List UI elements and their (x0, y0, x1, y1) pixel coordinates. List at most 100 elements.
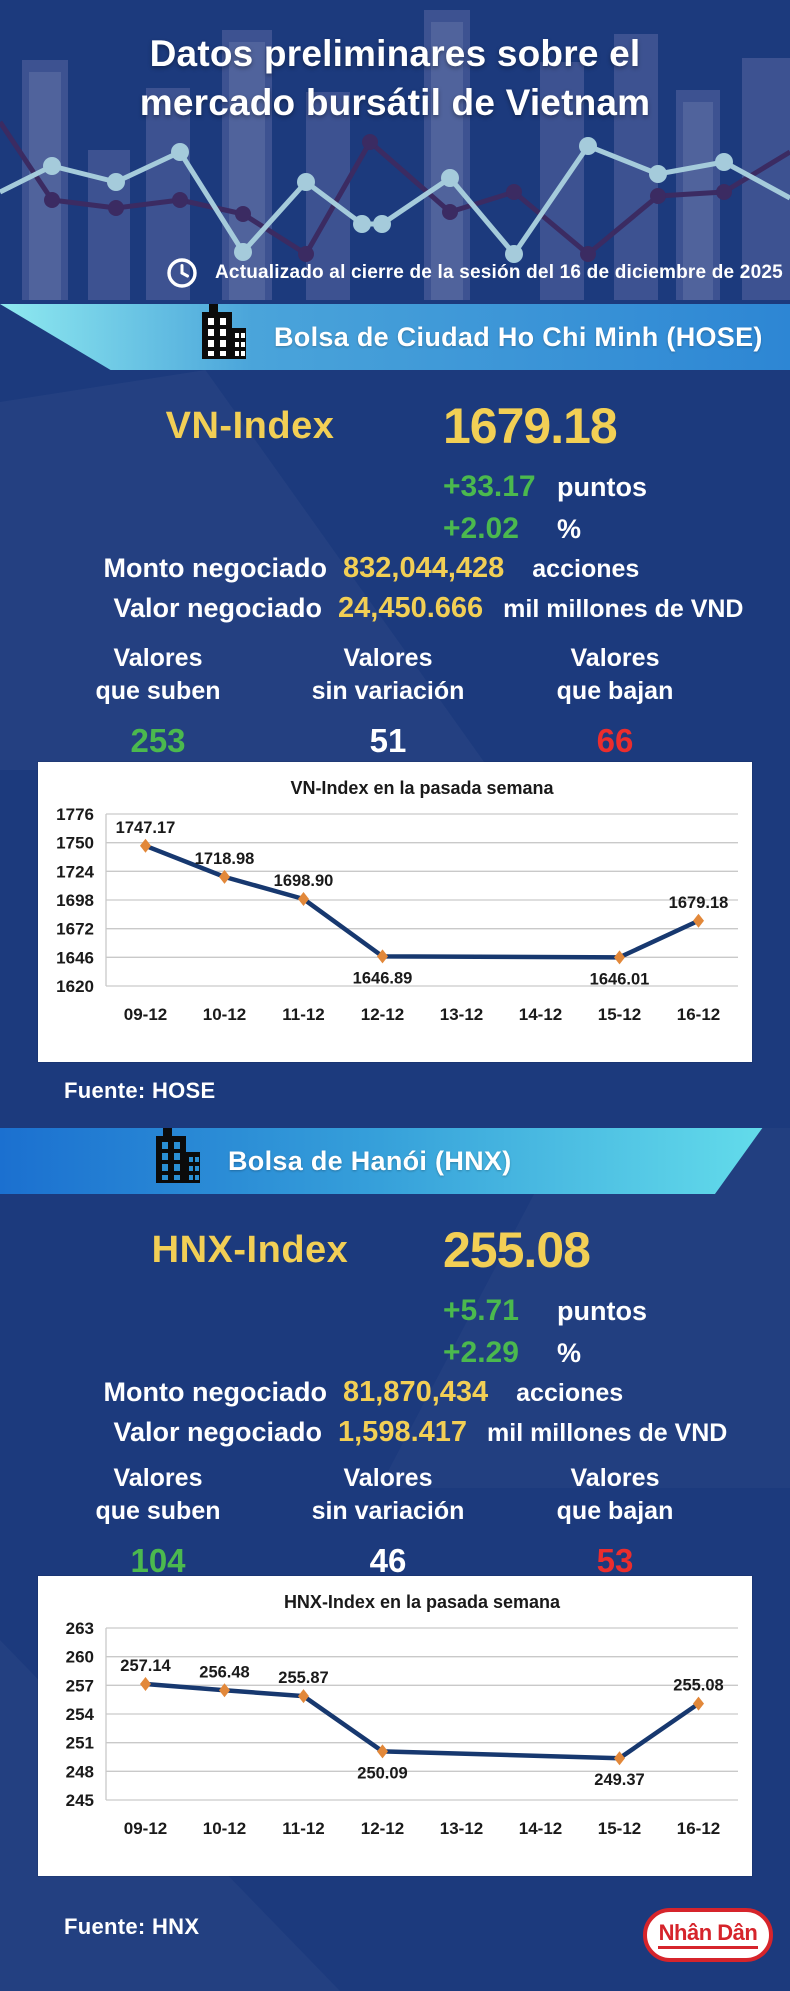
hose-decliners: Valores que bajan 66 (502, 642, 728, 760)
hnx-unchanged: Valores sin variación 46 (274, 1462, 502, 1580)
hnx-decliners: Valores que bajan 53 (502, 1462, 728, 1580)
unchanged-label: Valores (343, 644, 433, 672)
hose-breadth-row: Valores que suben 253 Valores sin variació… (0, 642, 790, 760)
svg-text:12-12: 12-12 (361, 1005, 404, 1024)
advancers-label: Valores (113, 644, 203, 672)
svg-text:254: 254 (66, 1705, 95, 1724)
svg-text:251: 251 (66, 1734, 94, 1753)
hnx-banner-label: Bolsa de Hanói (HNX) (228, 1145, 512, 1176)
svg-text:257.14: 257.14 (120, 1657, 171, 1675)
hose-turnover-label: Valor negociado (113, 593, 322, 623)
hnx-unchanged-count: 46 (369, 1542, 407, 1579)
hose-index-row: VN-Index 1679.18 (0, 398, 790, 465)
hnx-volume-unit: acciones (516, 1379, 624, 1407)
svg-text:245: 245 (66, 1791, 94, 1810)
hose-turnover-unit: mil millones de VND (503, 595, 744, 623)
decliners-label: Valores (570, 1464, 660, 1492)
hnx-pct-change-row: +2.29 % (443, 1336, 581, 1370)
hnx-points-unit: puntos (557, 1296, 647, 1326)
hnx-turnover-value: 1,598.417 (338, 1416, 468, 1448)
page-title-line2: mercado bursátil de Vietnam (139, 81, 651, 123)
hnx-pct-unit: % (557, 1338, 582, 1368)
clock-icon (165, 256, 199, 290)
hnx-turnover-row: Valor negociado 1,598.417 mil millones d… (0, 1416, 790, 1449)
hnx-pct-change: +2.29 (443, 1336, 519, 1369)
svg-text:10-12: 10-12 (203, 1005, 246, 1024)
hose-banner: Bolsa de Ciudad Ho Chi Minh (HOSE) (0, 304, 790, 370)
hose-advancers: Valores que suben 253 (42, 642, 274, 760)
svg-text:256.48: 256.48 (199, 1663, 249, 1681)
page-title: Datos preliminares sobre el mercado burs… (0, 30, 790, 128)
svg-text:1718.98: 1718.98 (195, 850, 255, 868)
decliners-label2: que bajan (556, 677, 674, 705)
svg-text:250.09: 250.09 (357, 1764, 407, 1782)
hnx-points-change: +5.71 (443, 1294, 519, 1327)
decliners-label: Valores (570, 644, 660, 672)
hnx-banner: Bolsa de Hanói (HNX) (0, 1128, 763, 1194)
hose-volume-row: Monto negociado 832,044,428 acciones (0, 552, 790, 585)
hnx-volume-row: Monto negociado 81,870,434 acciones (0, 1376, 790, 1409)
svg-text:249.37: 249.37 (594, 1771, 644, 1789)
svg-text:1646: 1646 (56, 948, 94, 967)
svg-text:16-12: 16-12 (677, 1819, 720, 1838)
nhan-dan-logo-text: Nhân Dân (657, 1921, 759, 1949)
svg-text:1747.17: 1747.17 (116, 819, 176, 837)
svg-text:16-12: 16-12 (677, 1005, 720, 1024)
svg-text:13-12: 13-12 (440, 1005, 483, 1024)
svg-text:14-12: 14-12 (519, 1819, 562, 1838)
svg-text:248: 248 (66, 1762, 94, 1781)
hose-unchanged-count: 51 (369, 722, 407, 759)
vn-index-chart: VN-Index en la pasada semana 1776 1750 1724… (38, 762, 752, 1062)
hnx-volume-label: Monto negociado (103, 1377, 327, 1407)
svg-text:260: 260 (66, 1648, 94, 1667)
svg-text:12-12: 12-12 (361, 1819, 404, 1838)
svg-text:255.08: 255.08 (673, 1677, 723, 1695)
hose-pct-change-row: +2.02 % (443, 512, 581, 546)
building-icon (152, 1128, 204, 1188)
hnx-breadth-row: Valores que suben 104 Valores sin variació… (0, 1462, 790, 1580)
hose-points-unit: puntos (557, 472, 647, 502)
advancers-label2: que suben (95, 677, 221, 705)
hnx-index-chart: HNX-Index en la pasada semana 263 260 257 25… (38, 1576, 752, 1876)
hose-points-change-row: +33.17 puntos (443, 470, 647, 504)
svg-text:15-12: 15-12 (598, 1819, 641, 1838)
svg-text:1646.01: 1646.01 (590, 970, 650, 988)
hose-source: Fuente: HOSE (64, 1078, 216, 1103)
hnx-index-label: HNX-Index (151, 1229, 349, 1271)
unchanged-label2: sin variación (311, 1497, 465, 1525)
svg-text:1620: 1620 (56, 977, 94, 996)
hose-turnover-row: Valor negociado 24,450.666 mil millones … (0, 592, 790, 625)
vn-index-label: VN-Index (165, 405, 335, 447)
svg-text:09-12: 09-12 (124, 1005, 167, 1024)
hose-banner-label: Bolsa de Ciudad Ho Chi Minh (HOSE) (274, 321, 763, 352)
svg-text:257: 257 (66, 1676, 94, 1695)
svg-text:VN-Index en la pasada semana: VN-Index en la pasada semana (290, 778, 554, 798)
header-decoration (0, 10, 790, 300)
svg-text:1776: 1776 (56, 805, 94, 824)
svg-text:11-12: 11-12 (282, 1005, 325, 1024)
hose-points-change: +33.17 (443, 470, 536, 503)
hose-volume-value: 832,044,428 (343, 552, 505, 584)
svg-text:1724: 1724 (56, 862, 94, 881)
hose-pct-change: +2.02 (443, 512, 519, 545)
building-icon (198, 304, 250, 364)
hnx-index-value: 255.08 (443, 1222, 591, 1278)
svg-text:1679.18: 1679.18 (669, 894, 729, 912)
unchanged-label2: sin variación (311, 677, 465, 705)
svg-text:1646.89: 1646.89 (353, 969, 413, 987)
nhan-dan-logo: Nhân Dân (643, 1908, 773, 1962)
svg-text:1672: 1672 (56, 920, 94, 939)
svg-text:1698.90: 1698.90 (274, 872, 334, 890)
hose-unchanged: Valores sin variación 51 (274, 642, 502, 760)
hose-turnover-value: 24,450.666 (338, 592, 484, 624)
svg-text:1698: 1698 (56, 891, 94, 910)
hnx-turnover-label: Valor negociado (113, 1417, 322, 1447)
advancers-label: Valores (113, 1464, 203, 1492)
svg-text:09-12: 09-12 (124, 1819, 167, 1838)
hose-pct-unit: % (557, 514, 582, 544)
advancers-label2: que suben (95, 1497, 221, 1525)
hnx-turnover-unit: mil millones de VND (487, 1419, 728, 1447)
hnx-advancers: Valores que suben 104 (42, 1462, 274, 1580)
unchanged-label: Valores (343, 1464, 433, 1492)
